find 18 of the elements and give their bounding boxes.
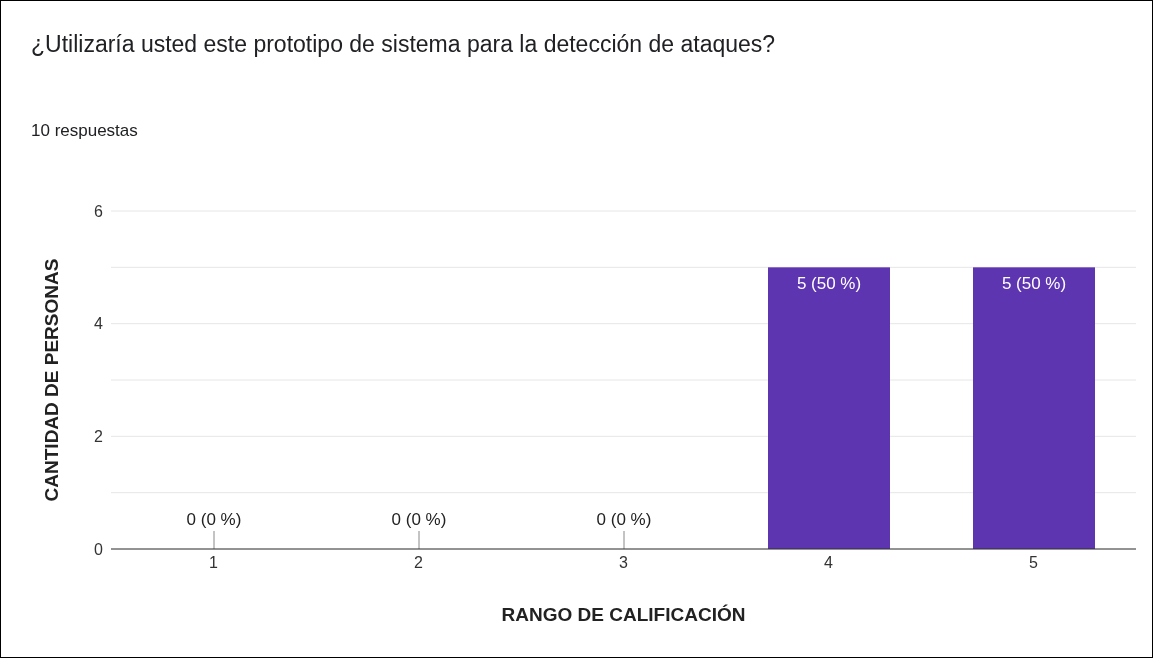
y-axis-title: CANTIDAD DE PERSONAS	[40, 258, 62, 502]
data-label: 0 (0 %)	[186, 510, 242, 529]
x-tick-label: 2	[414, 554, 424, 572]
x-tick-label: 1	[209, 554, 219, 572]
y-tick-label: 2	[94, 428, 104, 446]
x-tick-label: 5	[1029, 554, 1039, 572]
chart-subtitle: 10 respuestas	[31, 121, 138, 141]
chart-title: ¿Utilizaría usted este prototipo de sistema para la detección de ataques?	[31, 31, 776, 58]
y-tick-label: 0	[94, 540, 104, 558]
x-tick-label: 4	[824, 554, 834, 572]
y-tick-label: 4	[94, 315, 104, 333]
x-tick-label: 3	[619, 554, 629, 572]
data-label: 5 (50 %)	[1001, 274, 1067, 294]
data-label: 0 (0 %)	[596, 510, 652, 529]
data-label: 0 (0 %)	[391, 510, 447, 529]
x-axis-title: RANGO DE CALIFICACIÓN	[501, 604, 746, 625]
y-tick-label: 6	[94, 202, 104, 220]
data-label: 5 (50 %)	[796, 274, 862, 294]
